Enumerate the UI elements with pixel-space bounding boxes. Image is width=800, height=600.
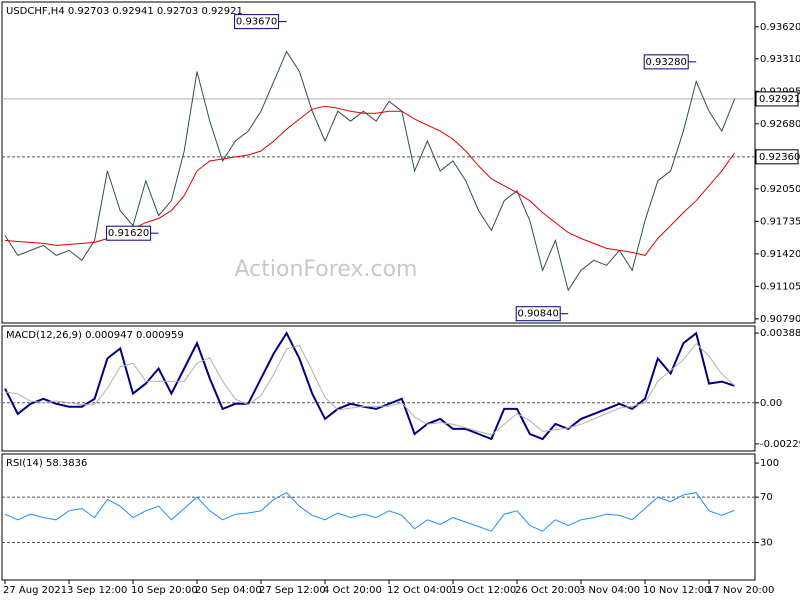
x-tick-label: 3 Sep 12:00 (67, 585, 127, 596)
panel-title: MACD(12,26,9) 0.000947 0.000959 (6, 330, 184, 341)
annotation-box (515, 306, 561, 322)
x-tick-label: 10 Sep 20:00 (131, 585, 198, 596)
y-tick-label: 0.003887 (760, 328, 800, 339)
series-line (4, 491, 735, 532)
y-tick-label: 0.92680 (760, 119, 800, 130)
y-tick-label: 0.93310 (760, 54, 800, 65)
x-tick-label: 26 Oct 20:00 (515, 585, 580, 596)
panel-title: USDCHF,H4 0.92703 0.92941 0.92703 0.9292… (6, 6, 243, 17)
y-tick-label: 0.93620 (760, 22, 800, 33)
annotation-box (643, 54, 689, 70)
panel-frame (1, 325, 756, 452)
level-label: 0.92360 (759, 152, 800, 163)
series-line (4, 342, 735, 436)
x-tick-label: 17 Nov 20:00 (707, 585, 774, 596)
y-tick-label: 0.90790 (760, 314, 800, 325)
x-tick-label: 4 Oct 20:00 (323, 585, 382, 596)
y-tick-label: 70 (760, 492, 773, 503)
y-tick-label: 0.91105 (760, 281, 800, 292)
y-tick-label: 0.92050 (760, 184, 800, 195)
annotation-label: 0.93670 (236, 17, 277, 28)
series-line (4, 50, 736, 292)
panel-frame (1, 453, 756, 581)
y-tick-label: 0.91735 (760, 216, 800, 227)
annotation-label: 0.90840 (518, 309, 559, 320)
level-box (755, 149, 799, 165)
x-tick-label: 27 Sep 12:00 (259, 585, 326, 596)
x-tick-label: 27 Aug 2021 (3, 585, 67, 596)
x-tick-label: 12 Oct 04:00 (387, 585, 452, 596)
panel-title: RSI(14) 58.3836 (6, 458, 87, 469)
watermark: ActionForex.com (235, 257, 418, 282)
annotation-label: 0.93280 (646, 57, 687, 68)
x-tick-label: 19 Oct 12:00 (451, 585, 516, 596)
annotation-label: 0.91620 (108, 228, 149, 239)
level-box (755, 91, 799, 107)
y-tick-label: 0.00 (760, 398, 782, 409)
annotation-box (106, 225, 152, 241)
y-tick-label: -0.002294 (760, 439, 800, 450)
x-tick-label: 3 Nov 04:00 (579, 585, 640, 596)
y-tick-label: 30 (760, 538, 773, 549)
y-tick-label: 100 (760, 458, 779, 469)
x-tick-label: 10 Nov 12:00 (643, 585, 710, 596)
x-tick-label: 20 Sep 04:00 (195, 585, 262, 596)
panel-frame (1, 1, 756, 324)
annotation-box (234, 14, 280, 30)
series-line (4, 331, 735, 441)
level-label: 0.92921 (759, 94, 800, 105)
y-tick-label: 0.91420 (760, 249, 800, 260)
